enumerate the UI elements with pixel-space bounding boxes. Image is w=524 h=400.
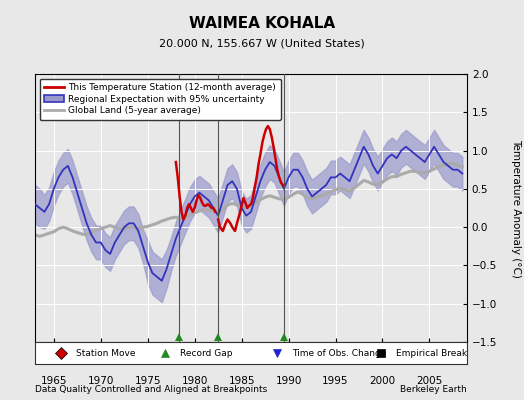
Text: Empirical Break: Empirical Break [396, 348, 467, 358]
Text: 1990: 1990 [276, 376, 302, 386]
Text: 1980: 1980 [181, 376, 208, 386]
Text: Station Move: Station Move [76, 348, 136, 358]
Text: Time of Obs. Change: Time of Obs. Change [292, 348, 386, 358]
Text: 1985: 1985 [228, 376, 255, 386]
Y-axis label: Temperature Anomaly (°C): Temperature Anomaly (°C) [511, 138, 521, 278]
Text: Berkeley Earth: Berkeley Earth [400, 385, 467, 394]
Text: 20.000 N, 155.667 W (United States): 20.000 N, 155.667 W (United States) [159, 38, 365, 48]
Text: Data Quality Controlled and Aligned at Breakpoints: Data Quality Controlled and Aligned at B… [35, 385, 267, 394]
Text: 2000: 2000 [369, 376, 396, 386]
Text: WAIMEA KOHALA: WAIMEA KOHALA [189, 16, 335, 31]
Text: 1970: 1970 [88, 376, 114, 386]
Text: 1995: 1995 [322, 376, 349, 386]
Text: 1965: 1965 [40, 376, 67, 386]
Legend: This Temperature Station (12-month average), Regional Expectation with 95% uncer: This Temperature Station (12-month avera… [39, 78, 281, 120]
Text: 2005: 2005 [416, 376, 443, 386]
Text: Record Gap: Record Gap [180, 348, 232, 358]
Text: 1975: 1975 [135, 376, 161, 386]
